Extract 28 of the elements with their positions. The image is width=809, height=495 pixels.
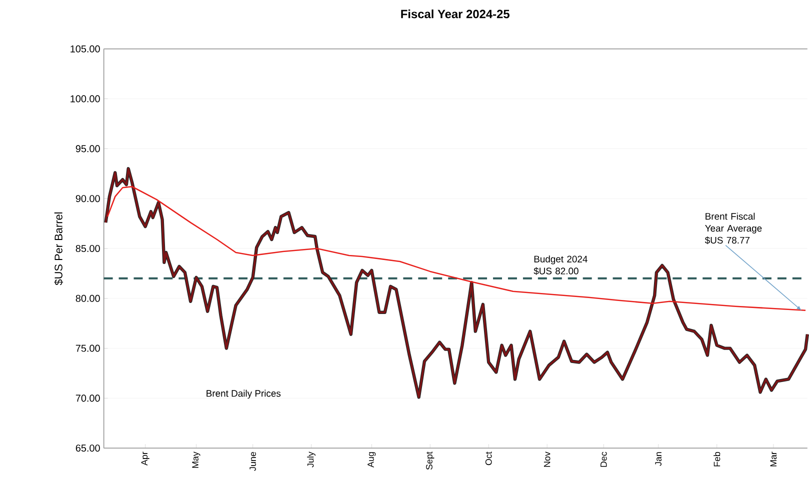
annotation: Brent Fiscal Year Average $US 78.77 — [704, 212, 762, 244]
x-tick-label: Dec — [600, 452, 607, 467]
x-tick-label: July — [307, 452, 316, 468]
line-series — [104, 167, 809, 399]
x-tick-label: Oct — [485, 452, 492, 466]
x-tick-label: Feb — [714, 452, 720, 466]
x-tick-label: Jan — [655, 452, 662, 466]
y-tick-label: 90.00 — [76, 195, 100, 202]
x-tick-label: May — [192, 452, 200, 468]
y-tick-label: 85.00 — [76, 244, 100, 252]
x-tick-label: Aug — [368, 452, 376, 468]
y-axis-title: $US Per Barrel — [54, 212, 64, 286]
line-series — [106, 186, 806, 312]
x-tick-label: Mar — [770, 452, 777, 466]
x-tick-label: June — [250, 452, 256, 471]
y-tick-label: 105.00 — [70, 45, 100, 52]
x-tick-label: Nov — [544, 452, 550, 467]
x-tick-label: Apr — [141, 452, 150, 466]
y-tick-label: 75.00 — [76, 344, 100, 352]
y-tick-label: 100.00 — [70, 95, 100, 102]
x-tick-label: Sept — [426, 452, 434, 470]
y-tick-label: 70.00 — [76, 394, 100, 402]
annotation: Brent Daily Prices — [206, 390, 281, 399]
y-tick-label: 95.00 — [76, 145, 100, 152]
y-tick-label: 65.00 — [76, 444, 100, 452]
y-tick-label: 80.00 — [76, 294, 100, 302]
chart-title: Fiscal Year 2024-25 — [401, 9, 510, 18]
ref-line-label: Budget 2024 $US 82.00 — [534, 255, 588, 275]
